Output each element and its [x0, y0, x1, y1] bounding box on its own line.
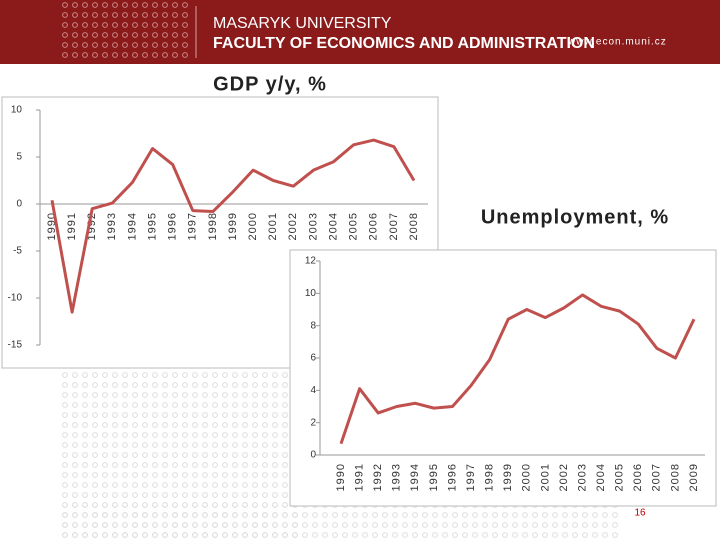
y-tick-label: 4 [310, 385, 316, 396]
y-tick-label: 12 [305, 256, 317, 267]
x-tick-label: 2001 [539, 463, 551, 491]
x-tick-label: 1991 [66, 212, 78, 240]
y-tick-label: -15 [8, 340, 23, 351]
faculty: FACULTY OF ECONOMICS AND ADMINISTRATION [213, 35, 595, 52]
page-number: 16 [634, 508, 646, 519]
x-tick-label: 2001 [267, 212, 279, 240]
y-tick-label: -5 [13, 246, 22, 257]
chart-title: Unemployment, % [481, 206, 669, 228]
y-tick-label: -10 [8, 293, 23, 304]
x-tick-label: 1994 [409, 463, 421, 491]
x-tick-label: 1997 [465, 463, 477, 491]
decor-dots [60, 505, 620, 540]
x-tick-label: 2007 [388, 212, 400, 240]
x-tick-label: 2002 [287, 212, 299, 240]
x-tick-label: 1997 [187, 212, 199, 240]
x-tick-label: 2004 [327, 212, 339, 240]
x-tick-label: 2005 [614, 463, 626, 491]
y-tick-label: 8 [310, 320, 316, 331]
x-tick-label: 2000 [521, 463, 533, 491]
y-tick-label: 0 [310, 450, 316, 461]
url: www.econ.muni.cz [567, 37, 667, 48]
x-tick-label: 2000 [247, 212, 259, 240]
x-tick-label: 2009 [688, 463, 700, 491]
x-tick-label: 2004 [595, 463, 607, 491]
x-tick-label: 1999 [227, 212, 239, 240]
x-tick-label: 2007 [651, 463, 663, 491]
x-tick-label: 2008 [408, 212, 420, 240]
x-tick-label: 1999 [502, 463, 514, 491]
y-tick-label: 10 [305, 288, 317, 299]
data-line [50, 138, 416, 314]
x-tick-label: 1993 [106, 212, 118, 240]
x-tick-label: 1998 [207, 212, 219, 240]
x-tick-label: 2003 [307, 212, 319, 240]
y-tick-label: 10 [11, 105, 23, 116]
x-tick-label: 2006 [632, 463, 644, 491]
x-tick-label: 2002 [558, 463, 570, 491]
x-tick-label: 1991 [353, 463, 365, 491]
x-tick-label: 2008 [669, 463, 681, 491]
x-tick-label: 2005 [348, 212, 360, 240]
data-line [339, 293, 696, 445]
x-tick-label: 1993 [391, 463, 403, 491]
x-tick-label: 1990 [335, 463, 347, 491]
logo-dots [60, 0, 188, 62]
y-tick-label: 5 [16, 152, 22, 163]
chart-title: GDP y/y, % [213, 73, 327, 95]
chart-frame [289, 249, 717, 507]
y-tick-label: 2 [310, 417, 316, 428]
x-tick-label: 1996 [167, 212, 179, 240]
chart: Unemployment, % 0 2 4 6 8 10 12 1990 1991 1992 1993… [289, 206, 717, 507]
x-tick-label: 1994 [126, 212, 138, 240]
x-tick-label: 2006 [368, 212, 380, 240]
y-tick-label: 0 [16, 199, 22, 210]
y-tick-label: 6 [310, 353, 316, 364]
x-tick-label: 1995 [428, 463, 440, 491]
x-tick-label: 1992 [372, 463, 384, 491]
x-tick-label: 2003 [576, 463, 588, 491]
university: MASARYK UNIVERSITY [213, 15, 392, 32]
x-tick-label: 1998 [484, 463, 496, 491]
x-tick-label: 1996 [446, 463, 458, 491]
x-tick-label: 1995 [146, 212, 158, 240]
